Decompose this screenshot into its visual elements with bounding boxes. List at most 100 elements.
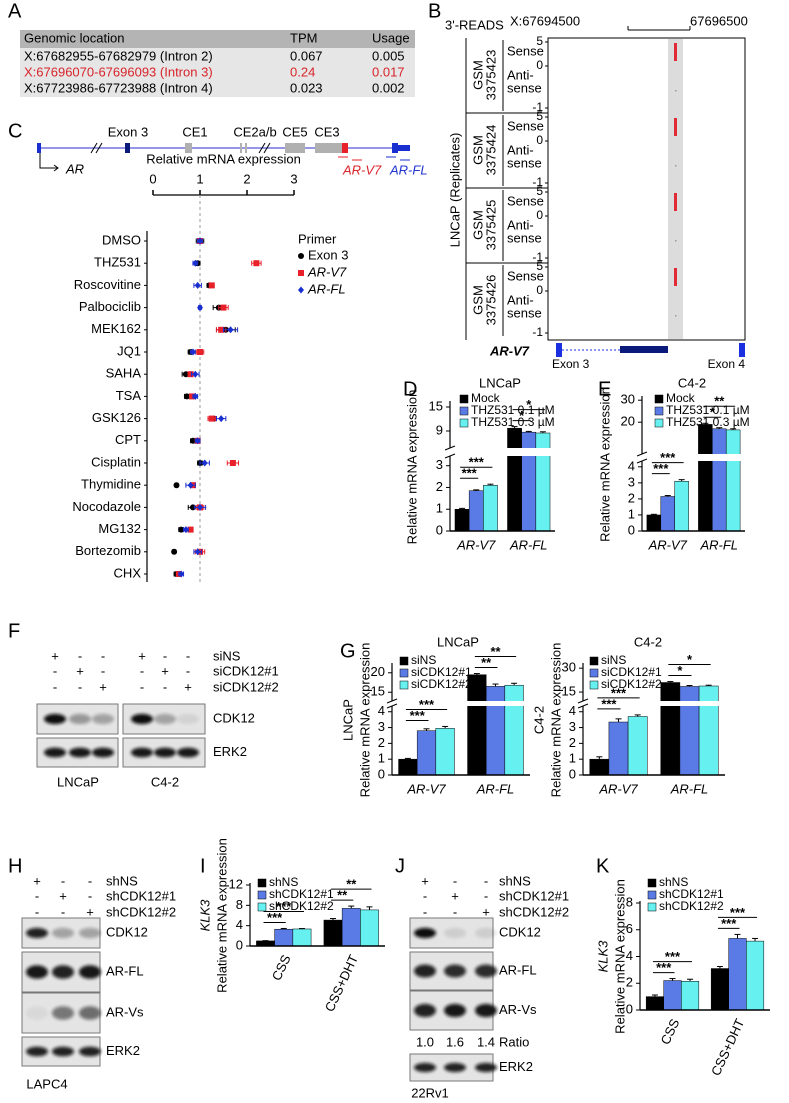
legend-swatch (654, 418, 664, 428)
significance-label: ** (346, 877, 357, 892)
panel-letter: K (596, 855, 610, 877)
point (192, 370, 199, 378)
bar (485, 686, 506, 776)
legend-swatch (647, 878, 657, 888)
legend-label: siCDK12#2 (601, 677, 662, 691)
legend-swatch (399, 656, 409, 666)
condition-label: shCDK12#1 (106, 888, 176, 903)
y-tick-label: 20 (621, 414, 635, 429)
y-tick-label: 0 (569, 766, 576, 781)
category-label: MG132 (98, 521, 141, 536)
lane-sign: - (423, 888, 427, 903)
y-tick-label: 0 (626, 1001, 633, 1016)
y-axis-label: Relative mRNA expression (597, 387, 612, 542)
significance-label: *** (611, 685, 627, 700)
point (197, 304, 203, 312)
table-cell: 0.067 (290, 48, 323, 63)
isoform-label: AR-FL (389, 162, 428, 177)
point (187, 481, 194, 489)
y-axis-label: Relative mRNA expression (612, 879, 627, 1034)
legend-swatch (589, 680, 599, 690)
blot-band (52, 1006, 74, 1020)
read-peak (674, 268, 677, 286)
y-axis-label: Relative mRNA expression (214, 838, 229, 993)
point (253, 260, 260, 267)
cell-line-label: C4-2 (151, 774, 179, 789)
x-tick-label: AR-V7 (456, 537, 496, 552)
exon (125, 143, 130, 153)
lane-sign: + (59, 888, 67, 903)
legend-swatch (399, 668, 409, 678)
lane-sign: - (88, 888, 92, 903)
legend-label: AR-FL (307, 281, 346, 296)
lane-sign: - (163, 648, 167, 663)
bar (646, 514, 662, 532)
band-label: CDK12 (499, 924, 541, 939)
chart-title: Relative mRNA expression (146, 151, 301, 166)
category-label: Palbociclib (79, 299, 141, 314)
lane-sign: - (35, 888, 39, 903)
blot-band (79, 1006, 101, 1020)
blot-band (414, 964, 436, 978)
panel-letter: I (200, 855, 206, 877)
blot-band (26, 965, 48, 979)
point (173, 482, 180, 489)
table-cell: X:67682955-67682979 (Intron 2) (24, 48, 213, 63)
gene-label: AR-V7 (489, 343, 530, 358)
blot-band (475, 1003, 497, 1018)
y-tick-label: 6 (626, 921, 633, 936)
point (194, 281, 201, 289)
y-tick-label: 15 (371, 684, 385, 699)
strand-label: Sense (507, 268, 544, 283)
track-tick-label: 0 (536, 58, 543, 72)
point (189, 437, 196, 444)
track-tick-label: 0 (536, 283, 543, 297)
x-tick-label: CSS (657, 1016, 682, 1047)
legend-label: shCDK12#1 (659, 887, 724, 901)
sample-name: 3375424 (483, 125, 498, 176)
bar (292, 928, 312, 947)
sample-name: GSM (470, 210, 485, 240)
point (197, 349, 203, 355)
strand-label: Sense (507, 118, 544, 133)
exon (392, 143, 398, 153)
lane-sign: - (88, 873, 92, 888)
bar (660, 496, 675, 532)
lane-sign: - (101, 648, 105, 663)
axis-break-gap (634, 454, 746, 461)
lane-sign: + (86, 904, 94, 919)
panel-letter: F (8, 620, 20, 642)
legend-label: shCDK12#2 (269, 899, 334, 913)
point (182, 371, 189, 378)
legend-label: THZ531 0.1 µM (666, 403, 750, 417)
strand-label: Sense (507, 43, 544, 58)
y-axis-label: Relative mRNA expression (357, 643, 372, 798)
lane-sign: - (186, 648, 190, 663)
x-tick-label: CSS (269, 952, 294, 983)
bar (710, 968, 729, 1011)
y-tick-label: 4 (628, 458, 635, 473)
read-dot (675, 90, 677, 92)
significance-label: ** (490, 644, 501, 659)
y-tick-label: 2 (626, 975, 633, 990)
legend-swatch (399, 680, 409, 690)
y-tick-label: 3 (569, 719, 576, 734)
y-axis-label: Relative mRNA expression (548, 643, 563, 798)
y-tick-label: 4 (236, 917, 243, 932)
blot-band (154, 713, 176, 725)
panel-letter: A (8, 0, 22, 22)
axis-break (263, 142, 271, 154)
condition-label: siNS (213, 648, 241, 663)
lane-sign: + (99, 679, 107, 694)
axis-break (90, 142, 98, 154)
feature-label: CE3 (314, 124, 339, 139)
y-tick-label: 2 (378, 735, 385, 750)
strand-label: sense (507, 155, 542, 170)
blot-band (414, 1003, 436, 1018)
category-label: CHX (114, 565, 142, 580)
strand-label: Anti- (507, 292, 534, 307)
legend-title: Primer (298, 231, 337, 246)
x-tick-label: AR-V7 (406, 781, 446, 796)
panel-letter: J (395, 855, 405, 877)
bar (483, 485, 498, 532)
